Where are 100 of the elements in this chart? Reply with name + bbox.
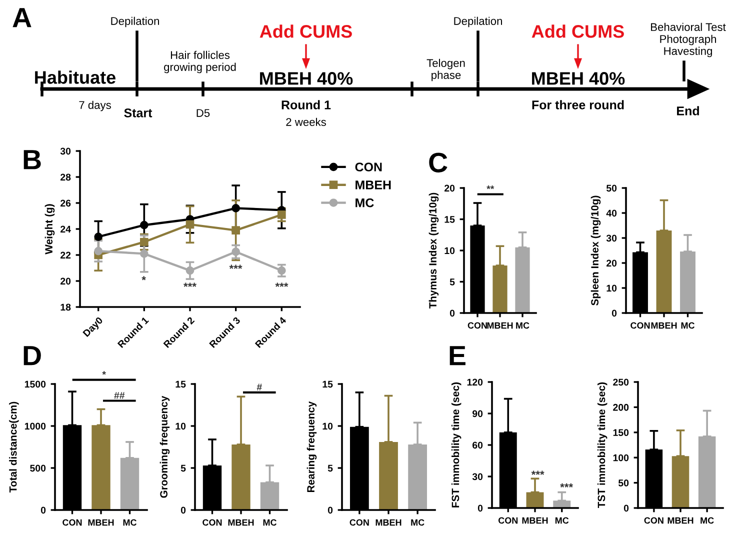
y-tick-label: 5 — [180, 464, 186, 472]
annotation: * — [142, 276, 146, 280]
x-tick-label: MC — [263, 519, 277, 526]
x-tick-label: MBEH — [522, 517, 548, 524]
x-tick-label: MBEH — [376, 519, 402, 526]
bar — [408, 444, 428, 510]
annotation: *** — [184, 282, 196, 287]
y-tick-label: 150 — [613, 429, 629, 436]
y-tick-label: 10 — [444, 247, 455, 254]
text: Habituate — [35, 70, 116, 84]
x-tick-label: MBEH — [668, 517, 694, 524]
point — [140, 220, 148, 230]
annotation: ## — [114, 392, 125, 399]
y-axis-title: Weight (g) — [44, 204, 55, 254]
point — [232, 248, 240, 256]
y-tick-label: 40 — [606, 210, 617, 217]
y-tick-label: 0 — [40, 506, 46, 514]
x-tick-label: CON — [350, 519, 369, 526]
x-tick-label: MBEH — [487, 322, 513, 329]
y-axis-title: FST immobility time (sec) — [451, 382, 462, 508]
text: End — [677, 106, 699, 116]
y-tick-label: 50 — [606, 184, 617, 192]
text: A — [12, 8, 32, 28]
y-axis-title: Total distance(cm) — [9, 402, 19, 493]
text: Add CUMS — [260, 24, 352, 38]
y-tick-label: 0 — [624, 504, 629, 512]
text: Depilation — [454, 16, 502, 28]
text: * — [102, 371, 106, 375]
text: Depilation — [111, 16, 159, 28]
y-tick-label: 5 — [328, 464, 333, 472]
y-axis-title: Rearing frequency — [306, 401, 317, 492]
y-axis-title: Thymus Index (mg/10g) — [428, 192, 439, 309]
text: Hair follicles growing period — [164, 50, 236, 74]
text: 2 weeks — [286, 118, 326, 126]
x-tick-label: CON — [630, 322, 650, 329]
chart-title: B — [24, 150, 41, 170]
text: Behavioral Test Photograph Havesting — [651, 22, 726, 58]
bar — [515, 247, 530, 313]
y-tick-label: 10 — [322, 422, 333, 430]
y-axis-title: TST immobility time (sec) — [597, 382, 608, 508]
y-tick-label: 100 — [613, 454, 629, 462]
y-tick-label: 15 — [444, 216, 455, 223]
x-tick-label: CON — [498, 517, 518, 524]
legend-label: MC — [356, 198, 374, 208]
text: For three round — [532, 100, 624, 110]
y-tick-label: 90 — [472, 410, 483, 418]
y-tick-label: 22 — [60, 252, 71, 259]
point — [94, 246, 102, 256]
y-tick-label: 1500 — [24, 380, 46, 388]
y-tick-label: 30 — [472, 473, 483, 480]
y-tick-label: 20 — [444, 184, 455, 192]
y-tick-label: 30 — [60, 148, 71, 155]
y-tick-label: 0 — [180, 506, 186, 514]
x-tick-label: MC — [516, 322, 530, 329]
y-axis-title: Spleen Index (mg/10g) — [590, 196, 601, 306]
y-axis-title: Grooming frequency — [160, 396, 170, 498]
y-tick-label: 50 — [618, 480, 629, 486]
y-tick-label: 28 — [60, 174, 71, 181]
y-tick-label: 500 — [30, 464, 46, 472]
y-tick-label: 20 — [606, 260, 617, 267]
point — [140, 250, 148, 258]
text: 7 days — [79, 100, 111, 112]
x-tick-label: MC — [411, 519, 424, 526]
annotation: ** — [486, 186, 494, 190]
text: Add CUMS — [532, 24, 624, 38]
x-tick-label: MBEH — [228, 519, 254, 526]
text: D5 — [196, 109, 210, 117]
point — [278, 266, 286, 275]
y-tick-label: 0 — [478, 504, 483, 512]
bar — [379, 442, 398, 510]
annotation: *** — [531, 470, 544, 475]
y-tick-label: 200 — [613, 404, 629, 411]
point — [186, 266, 194, 275]
chart-title: D — [24, 346, 41, 366]
annotation: *** — [275, 282, 288, 287]
y-tick-label: 1000 — [24, 422, 46, 430]
annotation: # — [256, 384, 262, 390]
point — [186, 220, 194, 229]
y-tick-label: 15 — [322, 380, 333, 388]
x-tick-label: MC — [555, 517, 569, 524]
legend-label: CON — [355, 162, 382, 172]
x-tick-label: MC — [123, 519, 137, 526]
text: Telogen phase — [426, 58, 465, 82]
bar — [656, 230, 672, 313]
y-tick-label: 30 — [606, 234, 617, 242]
point — [232, 204, 240, 212]
y-tick-label: 15 — [176, 380, 186, 388]
text: MBEH 40% — [532, 72, 625, 85]
annotation: *** — [560, 483, 574, 488]
x-tick-label: CON — [62, 519, 82, 526]
y-tick-label: 0 — [328, 506, 333, 514]
y-tick-label: 0 — [450, 310, 455, 317]
point — [278, 210, 286, 219]
x-tick-label: MBEH — [88, 519, 114, 526]
bar — [680, 252, 696, 313]
y-tick-label: 120 — [467, 378, 483, 386]
y-tick-label: 26 — [60, 200, 71, 207]
bar — [232, 444, 250, 510]
y-tick-label: 10 — [176, 422, 186, 430]
y-tick-label: 0 — [612, 310, 617, 317]
